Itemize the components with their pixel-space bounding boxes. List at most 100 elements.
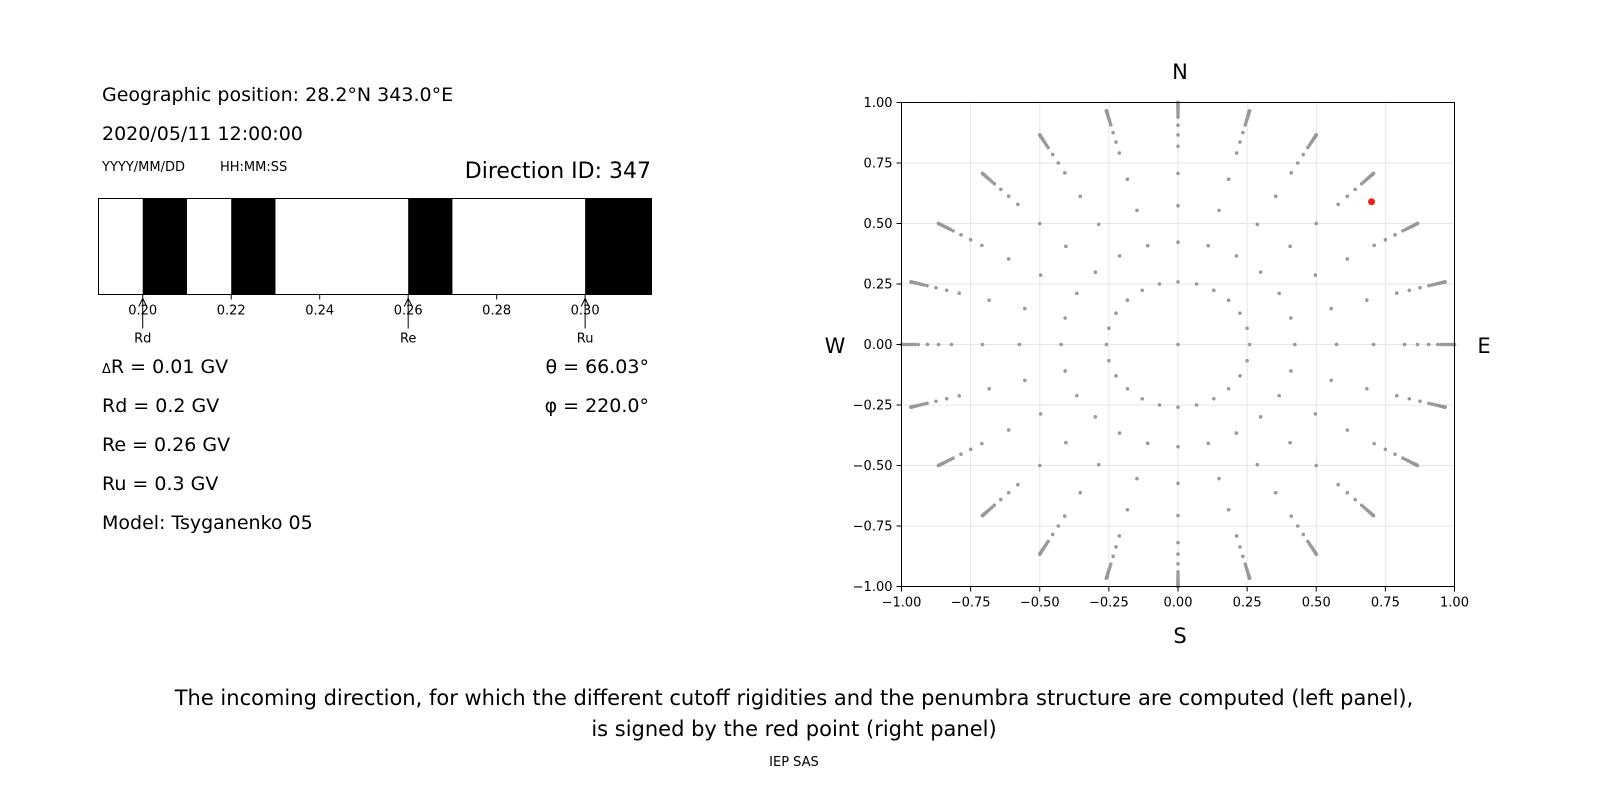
direction-point	[916, 342, 920, 347]
direction-point	[980, 243, 984, 248]
direction-id: Direction ID: 347	[464, 159, 651, 184]
direction-point	[1176, 115, 1180, 119]
direction-point	[1135, 476, 1139, 481]
direction-point	[1226, 386, 1231, 391]
x-tick-label: 0.24	[305, 304, 334, 319]
caption-line-1: The incoming direction, for which the di…	[174, 686, 1414, 710]
direction-point	[968, 447, 973, 452]
time-format-label: HH:MM:SS	[220, 160, 288, 175]
marker-rd: Rd	[134, 297, 151, 347]
direction-point	[1247, 342, 1252, 347]
x-tick-label: 0.50	[1302, 596, 1331, 611]
direction-point	[1096, 462, 1101, 467]
direction-point	[980, 171, 985, 176]
direction-point	[1140, 288, 1145, 293]
direction-point	[1038, 273, 1043, 277]
direction-point	[1371, 171, 1376, 176]
y-tick-label: 1.00	[864, 96, 893, 111]
direction-point	[1329, 306, 1333, 311]
x-tick-label: 0.22	[217, 304, 246, 319]
direction-point	[1430, 283, 1434, 287]
direction-point	[1064, 440, 1068, 445]
direction-point	[1226, 298, 1231, 303]
direction-point	[1075, 291, 1079, 296]
direction-point	[934, 285, 938, 290]
direction-point	[1062, 514, 1067, 518]
x-tick-label: 0.28	[482, 304, 511, 319]
direction-point	[1289, 316, 1293, 320]
direction-point	[1114, 545, 1118, 549]
direction-point	[1241, 130, 1245, 135]
direction-point	[959, 452, 963, 456]
direction-point	[1211, 396, 1216, 401]
direction-point	[1345, 194, 1350, 199]
direction-point	[1314, 133, 1319, 137]
marker-ru: Ru	[577, 297, 593, 347]
direction-point	[951, 228, 955, 233]
direction-point	[1415, 342, 1420, 347]
direction-point	[1206, 243, 1211, 248]
direction-point	[1383, 447, 1388, 452]
forbidden-interval	[142, 198, 187, 295]
direction-point	[1037, 221, 1042, 226]
delta-r-text: R = 0.01 GV	[110, 356, 229, 378]
delta-r-value: ΔR = 0.01 GV	[102, 356, 228, 378]
direction-point	[925, 401, 929, 406]
phi-value: φ = 220.0°	[544, 395, 649, 417]
direction-point	[1006, 257, 1011, 261]
direction-point	[1234, 431, 1239, 435]
ru-value: Ru = 0.3 GV	[102, 473, 219, 495]
direction-point	[1234, 151, 1239, 155]
delta-symbol: Δ	[102, 362, 111, 377]
compass-north: N	[1172, 60, 1188, 84]
direction-point	[910, 342, 915, 347]
direction-point	[1394, 291, 1399, 295]
direction-point	[1017, 342, 1022, 347]
direction-point	[957, 291, 962, 295]
direction-point	[1176, 240, 1180, 245]
direction-point	[1037, 133, 1042, 137]
direction-point	[1301, 152, 1306, 157]
direction-point	[980, 441, 984, 446]
penumbra-ticks: 0.20 0.22 0.24 0.26 0.28 0.30	[128, 294, 600, 319]
direction-point	[1336, 202, 1340, 207]
direction-point	[1176, 133, 1180, 137]
direction-point	[959, 233, 963, 237]
direction-point	[1078, 194, 1083, 199]
direction-point	[1427, 283, 1431, 288]
direction-point	[1371, 513, 1376, 518]
direction-point	[1273, 490, 1278, 495]
direction-point	[1329, 378, 1333, 383]
direction-point	[1111, 130, 1115, 135]
direction-point	[909, 405, 913, 409]
direction-point	[1247, 576, 1252, 581]
direction-point	[1245, 358, 1249, 363]
direction-point	[1006, 428, 1011, 432]
direction-point	[1062, 171, 1067, 175]
credit: IEP SAS	[769, 755, 819, 770]
direction-point	[1104, 576, 1109, 581]
direction-scatter-chart: −1.00 −0.75 −0.50 −0.25 0.00 0.25 0.50 0.75 1.00…	[825, 60, 1491, 648]
direction-point	[1135, 208, 1139, 213]
direction-point	[1293, 342, 1297, 347]
model-name: Model: Tsyganenko 05	[102, 512, 313, 534]
direction-point	[913, 342, 917, 347]
marker-arrow	[403, 297, 413, 329]
caption-line-2: is signed by the red point (right panel)	[591, 717, 997, 741]
direction-point	[934, 399, 938, 404]
direction-point	[1125, 177, 1130, 182]
direction-point	[1194, 282, 1199, 286]
direction-point	[922, 283, 926, 287]
direction-point	[1176, 562, 1180, 566]
direction-point	[1176, 572, 1180, 577]
direction-point	[1023, 378, 1027, 383]
direction-point	[1064, 244, 1068, 249]
direction-point	[1217, 476, 1221, 481]
scatter-points	[899, 100, 1457, 589]
direction-point	[1427, 401, 1431, 406]
datetime: 2020/05/11 12:00:00	[102, 123, 303, 145]
direction-point	[1217, 208, 1221, 213]
direction-point	[1407, 288, 1412, 293]
direction-point	[1176, 513, 1180, 518]
direction-point	[1063, 369, 1067, 373]
